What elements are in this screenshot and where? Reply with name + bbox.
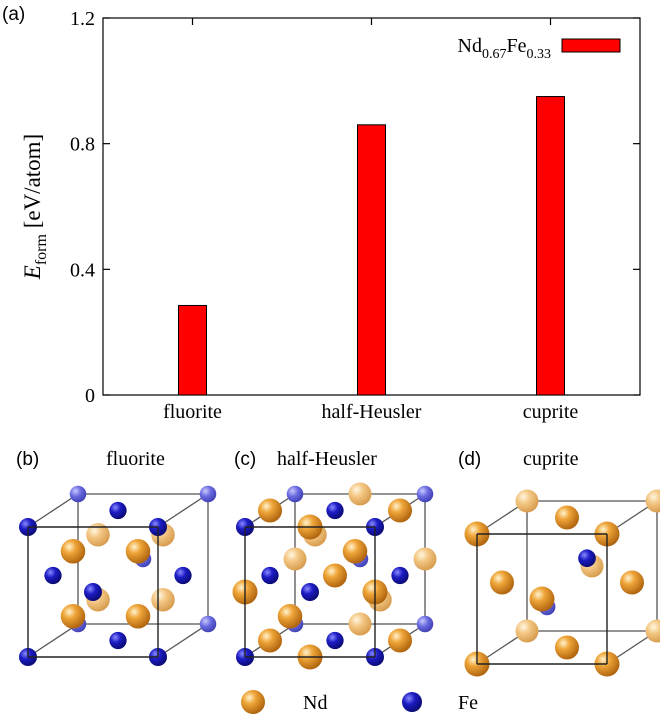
formation-energy-chart: 0 0.4 0.8 1.2 fluorite half-Heusler cuprite Efo…	[20, 8, 641, 423]
nd-atom	[348, 482, 372, 506]
fe-atom	[199, 615, 217, 633]
nd-atom	[515, 489, 539, 513]
nd-atom	[258, 498, 282, 523]
nd-atom	[620, 570, 644, 595]
panel-label-c: (c)	[234, 449, 257, 470]
nd-atom	[348, 612, 372, 636]
fe-atom	[578, 549, 596, 568]
panel-label-d: (d)	[458, 449, 482, 470]
fe-atom	[326, 631, 344, 650]
nd-atom	[555, 505, 579, 530]
chart-legend: Nd0.67Fe0.33	[458, 35, 621, 62]
fe-atom	[301, 583, 319, 601]
nd-atom	[388, 498, 412, 523]
nd-atom	[60, 604, 86, 629]
cell-edge	[157, 493, 209, 528]
cuprite-structure	[464, 489, 660, 677]
nd-atom	[342, 539, 368, 564]
cell-edge	[27, 493, 79, 528]
nd-atom	[413, 547, 437, 571]
panel-label-a: (a)	[2, 4, 26, 25]
legend-label: Nd0.67Fe0.33	[458, 35, 551, 62]
nd-atom	[529, 586, 555, 612]
x-tick-label: half-Heusler	[322, 401, 422, 423]
nd-atom	[388, 628, 412, 653]
nd-atom	[645, 619, 660, 643]
nd-atom	[277, 604, 303, 629]
fe-atom	[174, 566, 192, 585]
y-tick-label: 0.8	[70, 134, 95, 156]
nd-atom	[125, 604, 151, 629]
y-tick-label: 0	[85, 385, 95, 407]
cell-edge	[27, 623, 79, 658]
structure-name-cuprite: cuprite	[523, 448, 579, 470]
fe-legend-label: Fe	[458, 692, 478, 714]
atom-legend: Nd Fe	[241, 690, 478, 714]
bar-fluorite	[178, 304, 207, 396]
x-tick-label: fluorite	[163, 401, 222, 423]
fluorite-structure	[19, 485, 217, 666]
y-tick-label: 0.4	[70, 259, 95, 281]
chart-bars	[178, 96, 565, 396]
fe-atom	[391, 566, 409, 585]
fe-atom	[261, 566, 279, 585]
nd-atom	[283, 547, 307, 571]
nd-atom	[86, 523, 110, 547]
nd-atom	[555, 635, 579, 660]
fe-atom	[69, 485, 87, 503]
cell-edge	[157, 623, 209, 658]
y-tick-label: 1.2	[70, 8, 95, 30]
nd-legend-atom	[241, 690, 265, 714]
fe-atom	[44, 566, 62, 585]
fe-atom	[109, 501, 127, 520]
structure-name-fluorite: fluorite	[106, 448, 165, 470]
fe-atom	[286, 485, 304, 503]
nd-atom	[515, 619, 539, 643]
fe-atom	[199, 485, 217, 503]
bar-half-heusler	[357, 124, 386, 396]
nd-atom	[490, 570, 514, 595]
panel-label-b: (b)	[16, 449, 40, 470]
nd-atom	[323, 563, 347, 588]
nd-atom	[151, 588, 175, 612]
fe-atom	[84, 583, 102, 601]
fe-atom	[326, 501, 344, 520]
fe-atom	[416, 485, 434, 503]
nd-atom	[125, 539, 151, 564]
legend-swatch	[561, 38, 621, 53]
half-heusler-structure	[232, 482, 437, 670]
nd-atom	[60, 539, 86, 564]
y-axis-label: Eform [eV/atom]	[20, 134, 50, 280]
nd-legend-label: Nd	[303, 692, 327, 714]
fe-atom	[416, 615, 434, 633]
bar-cuprite	[536, 96, 565, 396]
nd-atom	[258, 628, 282, 653]
structure-name-half-heusler: half-Heusler	[277, 448, 377, 470]
fe-legend-atom	[402, 692, 422, 712]
fe-atom	[109, 631, 127, 650]
nd-atom	[645, 489, 660, 513]
x-tick-label: cuprite	[523, 401, 579, 423]
